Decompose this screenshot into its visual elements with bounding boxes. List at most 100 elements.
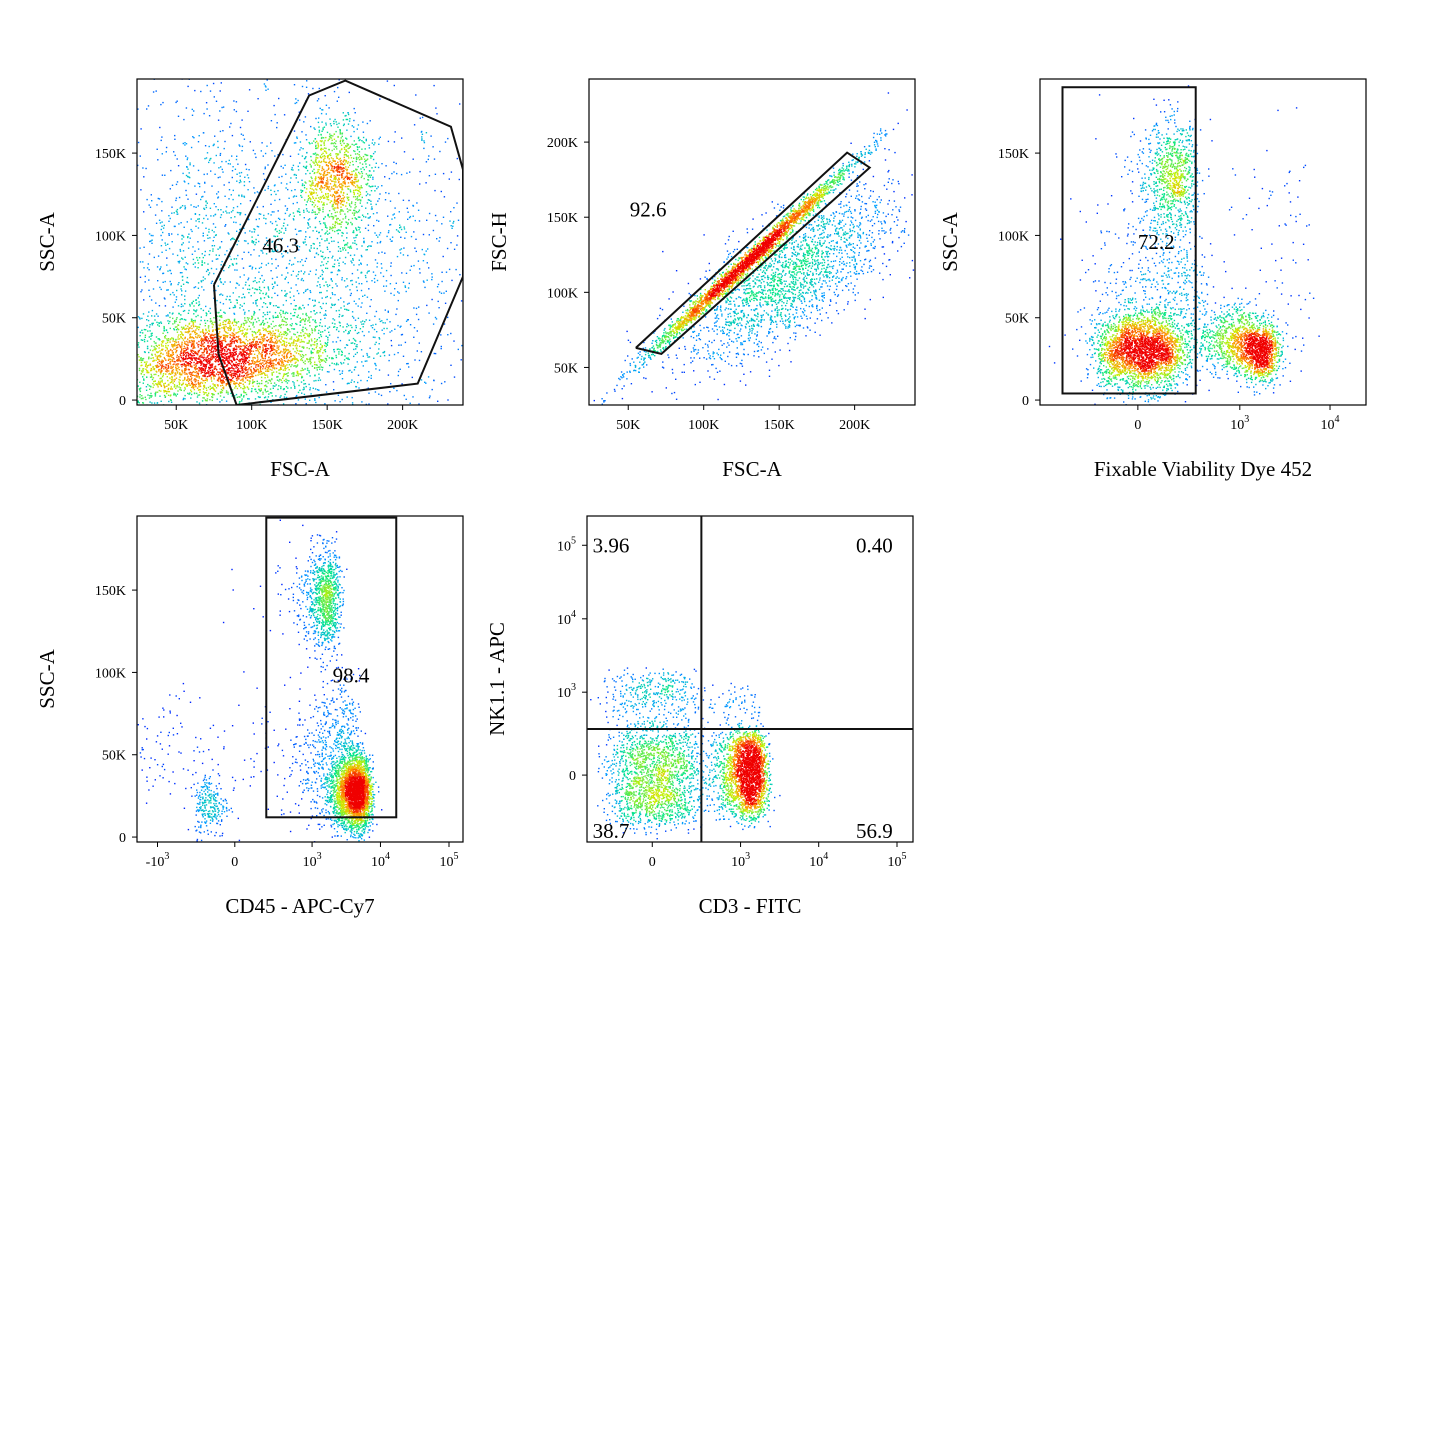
event-dot (141, 358, 144, 360)
event-dot (316, 345, 318, 347)
event-dot (235, 332, 237, 334)
event-dot (306, 151, 308, 154)
event-dot (202, 330, 204, 332)
event-dot (155, 348, 157, 350)
event-dot (323, 171, 325, 174)
event-dot (336, 204, 339, 206)
event-dot (111, 389, 112, 390)
event-dot (182, 382, 184, 384)
event-dot (284, 558, 285, 559)
event-dot (353, 182, 356, 184)
event-dot (258, 333, 261, 336)
event-dot (332, 381, 335, 383)
event-dot (323, 204, 325, 206)
event-dot (218, 337, 220, 340)
event-dot (355, 228, 358, 230)
event-dot (127, 370, 128, 371)
event-dot (325, 164, 328, 167)
event-dot (321, 180, 323, 182)
event-dot (277, 217, 280, 220)
event-dot (323, 175, 325, 177)
event-dot (263, 178, 266, 181)
event-dot (191, 349, 194, 352)
event-dot (389, 223, 392, 226)
event-dot (246, 361, 249, 363)
event-dot (281, 336, 283, 338)
event-dot (339, 339, 342, 342)
event-dot (219, 371, 222, 374)
event-dot (397, 291, 399, 293)
event-dot (133, 295, 134, 296)
event-dot (236, 348, 238, 350)
event-dot (152, 377, 155, 379)
event-dot (260, 370, 263, 373)
event-dot (180, 364, 182, 366)
event-dot (251, 343, 253, 345)
event-dot (342, 249, 344, 251)
event-dot (205, 392, 207, 394)
event-dot (291, 342, 293, 344)
event-dot (303, 184, 305, 187)
event-dot (275, 360, 277, 362)
event-dot (192, 347, 195, 349)
event-dot (229, 336, 231, 339)
event-dot (248, 354, 250, 357)
event-dot (377, 352, 379, 354)
event-dot (241, 375, 243, 377)
event-dot (288, 364, 291, 366)
event-dot (154, 347, 156, 349)
event-dot (273, 368, 276, 370)
event-dot (310, 125, 312, 128)
event-dot (450, 332, 452, 335)
event-dot (273, 348, 275, 351)
event-dot (356, 211, 358, 214)
event-dot (200, 308, 202, 310)
event-dot (249, 343, 251, 345)
event-dot (203, 371, 206, 373)
event-dot (235, 287, 237, 289)
event-dot (362, 320, 364, 322)
event-dot (274, 316, 277, 319)
event-dot (290, 338, 293, 340)
event-dot (283, 396, 286, 398)
event-dot (163, 389, 165, 392)
event-dot (324, 150, 326, 152)
event-dot (359, 191, 361, 194)
event-dot (355, 326, 357, 329)
event-dot (182, 398, 184, 401)
event-dot (181, 343, 183, 345)
event-dot (268, 365, 271, 368)
event-dot (354, 353, 357, 355)
event-dot (216, 315, 219, 317)
event-dot (321, 169, 323, 172)
event-dot (243, 390, 245, 392)
event-dot (329, 160, 331, 163)
event-dot (138, 356, 140, 358)
event-dot (181, 318, 183, 320)
event-dot (172, 379, 174, 381)
event-dot (388, 230, 390, 232)
event-dot (324, 317, 326, 319)
event-dot (262, 372, 264, 374)
event-dot (139, 387, 142, 389)
event-dot (320, 360, 323, 362)
event-dot (221, 389, 224, 392)
event-dot (320, 180, 322, 183)
event-dot (117, 354, 118, 355)
event-dot (277, 329, 279, 331)
event-dot (246, 349, 248, 352)
event-dot (278, 363, 280, 366)
event-dot (345, 145, 347, 147)
event-dot (203, 338, 205, 340)
event-dot (228, 407, 229, 408)
event-dot (363, 142, 366, 144)
event-dot (310, 166, 312, 168)
event-dot (150, 392, 152, 395)
event-dot (265, 391, 267, 393)
event-dot (302, 328, 304, 331)
event-dot (225, 383, 228, 385)
event-dot (339, 183, 341, 185)
event-dot (302, 441, 303, 442)
event-dot (317, 197, 320, 199)
event-dot (280, 165, 282, 168)
